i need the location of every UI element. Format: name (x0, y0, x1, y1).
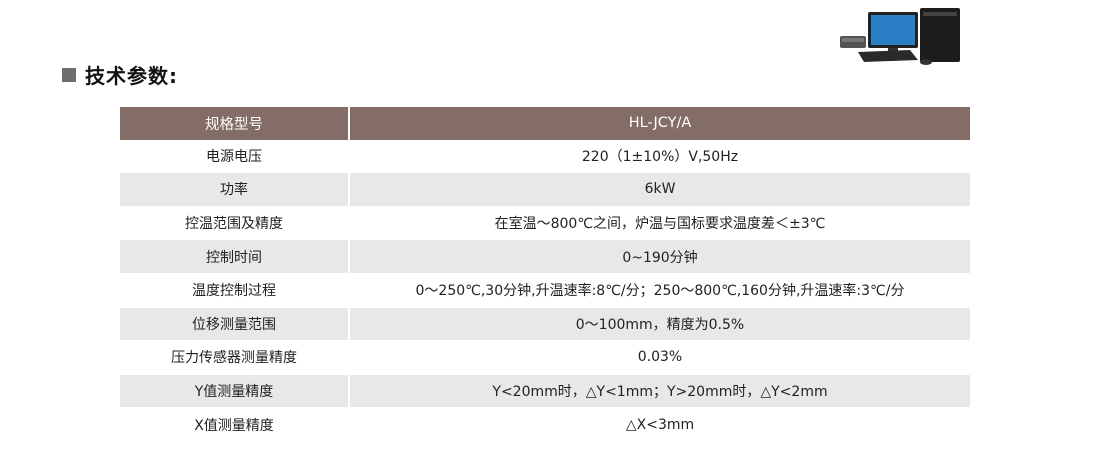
row-value: 6kW (349, 172, 970, 207)
table-header-row: 规格型号 HL-JCY/A (120, 107, 970, 140)
row-value: 0~190分钟 (349, 239, 970, 274)
table-row: 位移测量范围 0～100mm，精度为0.5% (120, 307, 970, 342)
row-key: 功率 (120, 172, 350, 207)
table-row: 电源电压 220（1±10%）V,50Hz (120, 139, 970, 174)
row-key: X值测量精度 (120, 407, 350, 442)
table-row: 温度控制过程 0～250℃,30分钟,升温速率:8℃/分；250～800℃,160… (120, 273, 970, 308)
row-value: 0～100mm，精度为0.5% (349, 307, 970, 342)
row-key: 电源电压 (120, 139, 350, 174)
row-value: 0.03% (349, 340, 970, 375)
spec-table: 规格型号 HL-JCY/A 电源电压 220（1±10%）V,50Hz 功率 6kW 控… (120, 107, 970, 442)
header-value: HL-JCY/A (349, 107, 970, 140)
row-value: 0～250℃,30分钟,升温速率:8℃/分；250～800℃,160分钟,升温速… (349, 273, 970, 308)
table-row: X值测量精度 △X<3mm (120, 407, 970, 442)
section-heading: 技术参数: (62, 60, 178, 89)
table-row: 功率 6kW (120, 172, 970, 207)
row-value: Y<20mm时，△Y<1mm；Y>20mm时，△Y<2mm (349, 374, 970, 409)
row-key: 控制时间 (120, 239, 350, 274)
table-row: 控温范围及精度 在室温～800℃之间，炉温与国标要求温度差＜±3℃ (120, 206, 970, 241)
section-title: 技术参数: (85, 64, 178, 88)
desktop-computer-icon (840, 8, 960, 65)
row-value: 220（1±10%）V,50Hz (349, 139, 970, 174)
row-key: 压力传感器测量精度 (120, 340, 350, 375)
row-value: △X<3mm (349, 407, 970, 442)
row-key: 位移测量范围 (120, 307, 350, 342)
header-key: 规格型号 (120, 107, 350, 140)
bullet-square-icon (62, 67, 76, 82)
row-key: 温度控制过程 (120, 273, 350, 308)
row-value: 在室温～800℃之间，炉温与国标要求温度差＜±3℃ (349, 206, 970, 241)
row-key: 控温范围及精度 (120, 206, 350, 241)
table-row: Y值测量精度 Y<20mm时，△Y<1mm；Y>20mm时，△Y<2mm (120, 374, 970, 409)
table-row: 控制时间 0~190分钟 (120, 239, 970, 274)
row-key: Y值测量精度 (120, 374, 350, 409)
table-row: 压力传感器测量精度 0.03% (120, 340, 970, 375)
